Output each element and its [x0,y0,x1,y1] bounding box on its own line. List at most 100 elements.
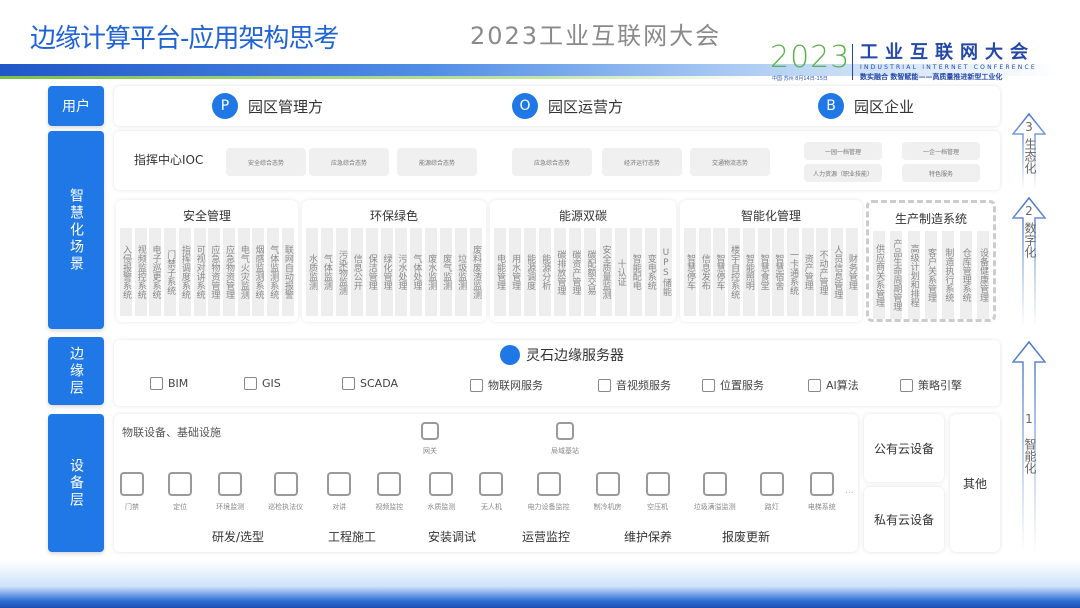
device-label: 水质监测 [427,503,456,511]
scenario-item: 绿化管理 [380,228,393,316]
user-label: 园区管理方 [248,97,324,116]
scenario-item: 信息公开 [350,228,363,316]
public-cloud-devices: 公有云设备 [864,414,944,482]
edge-service: 音视频服务 [598,377,671,393]
scenario-item: 供应商关系管理 [873,231,885,319]
scenario-item: 客户关系管理 [924,231,937,319]
camera-icon [377,472,402,496]
category-title: 环保绿色 [369,209,418,223]
device-label: 电力设备监控 [527,503,570,511]
device-label: 定位 [173,503,188,511]
device-item: 垃圾满溢监测 [694,472,736,512]
power-icon [536,472,561,496]
cube-icon [150,377,163,390]
scenario-item: 入侵报警系统 [120,228,132,316]
device-item: 门禁 [120,472,144,512]
scenario-item: 高级计划和排程 [907,231,920,319]
scenario-item: 智能照明 [742,228,755,316]
category-title: 智能化管理 [740,209,801,223]
edge-service: BIM [150,377,188,390]
edge-service: 位置服务 [702,377,764,393]
scenario-item: 财务管理 [845,228,858,316]
scenario-item: 碳配额交易 [584,228,597,316]
device-item: 无人机 [479,472,504,512]
device-item: 对讲 [327,472,352,512]
scenario-item: 应急物资管理 [208,228,221,316]
scenario-item: 气体监测系统 [267,228,280,316]
server-icon [500,345,520,365]
stage-label: 智能化 [1023,438,1037,474]
document-icon [273,472,298,496]
scenario-item: 智慧食堂 [757,228,770,316]
scenario-item: 门禁子系统 [164,228,177,316]
scenario-item: 能源分析 [539,228,552,316]
device-item: 空压机 [645,472,670,512]
scenario-item: 气体处理 [410,228,423,316]
badge-icon: O [512,93,538,119]
header-band [0,64,1060,76]
scenario-item: 制造执行系统 [942,231,955,319]
door-icon [120,472,144,496]
scenario-item: 信息发布 [698,228,711,316]
arrow-up-icon [1012,340,1046,552]
edge-service-label: SCADA [360,377,398,390]
scenario-item: 废气监测 [440,228,453,316]
scenario-item: 智慧停车 [713,228,726,316]
walkie-icon [327,472,352,496]
user-park-operator: O 园区运营方 [512,93,623,119]
lifecycle-phase: 维护保养 [624,530,673,544]
edge-service-label: GIS [262,377,281,390]
category-title: 生产制造系统 [894,212,967,226]
scenario-item: 安全质量监测 [599,228,612,316]
category-1: 安全管理 入侵报警系统 视频监控系统 电子巡更系统 门禁子系统 指挥调度系统 可视对讲系统应… [116,200,298,322]
ioc-right-pill: 特色服务 [902,164,980,182]
other-devices: 其他 [950,414,1000,552]
scenario-item: 仓库管理系统 [959,231,972,319]
device-item: 环境监测 [216,472,244,512]
scenario-item: 水质监测 [306,228,318,316]
edge-service-label: BIM [168,377,189,390]
edge-service-label: 策略引擎 [918,379,962,392]
scenario-item: 应急物资管理 [223,228,236,316]
layer-label: 智慧化场景 [68,187,84,273]
device-item: 电梯系统 [808,472,836,512]
location-icon [244,377,257,390]
device-top-item: 网关 [404,422,456,456]
scenario-item: 能源调度 [524,228,537,316]
user-label: 园区运营方 [548,97,624,116]
user-park-enterprise: B 园区企业 [818,93,914,119]
ioc-label: 指挥中心IOC [134,153,204,167]
layer-user: 用户 [48,86,104,126]
scenario-item: 人员信息管理 [831,228,844,316]
scenario-item: 资产管理 [801,228,814,316]
user-label: 园区企业 [854,97,915,116]
category-items: 智慧停车 信息发布 智慧停车 楼宇自控系统 智能照明 智慧食堂 智慧宿舍 一卡通系统 资产管理不… [680,228,862,316]
video-icon [598,378,611,392]
chip-icon [808,378,821,392]
layer-label: 边缘层 [68,345,84,397]
scenario-item: 污染物监测 [335,228,348,316]
device-item: 水质监测 [427,472,455,512]
scenario-item: 不动产管理 [816,228,829,316]
scenario-item: 智能配电 [629,228,642,316]
edge-service-label: 位置服务 [720,379,764,392]
compressor-icon [645,472,670,496]
lifecycle-phase: 研发/选型 [212,530,265,544]
header-band-green [0,76,760,79]
category-items: 入侵报警系统 视频监控系统 电子巡更系统 门禁子系统 指挥调度系统 可视对讲系统 应急物资管… [116,228,298,316]
layer-label: 用户 [62,99,90,115]
device-label: 视频监控 [375,503,404,511]
scenario-item: 碳排放管理 [554,228,567,316]
logo-location: 中国·苏州 8月14日-15日 [772,76,828,82]
users-row: P 园区管理方 O 园区运营方 B 园区企业 [114,86,1000,126]
scada-icon [342,377,355,390]
ioc-right-pill: 一园一档管理 [804,142,882,160]
scenario-item: 产品生命周期管理 [890,231,903,319]
scenario-item: 一卡通系统 [787,228,800,316]
logo-year: 2023 [770,40,851,75]
scenario-item: 指挥调度系统 [178,228,191,316]
ioc-pill: 安全综合态势 [226,148,306,176]
antenna-icon [556,422,574,440]
edge-service-label: 物联网服务 [488,379,543,392]
ioc-right-pill: 一企一档管理 [902,142,980,160]
